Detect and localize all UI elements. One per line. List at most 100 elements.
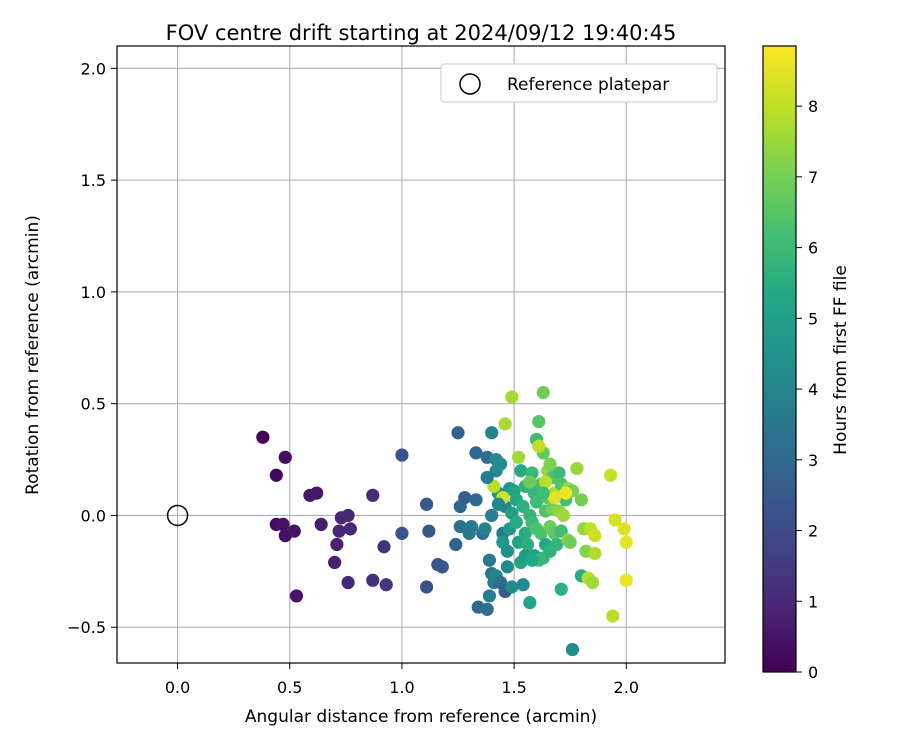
scatter-point [480, 602, 494, 616]
x-tick-label: 0.5 [277, 678, 302, 697]
scatter-point [310, 486, 324, 500]
scatter-point [485, 426, 499, 440]
x-tick-label: 1.0 [389, 678, 414, 697]
scatter-point [435, 560, 449, 574]
scatter-point [469, 493, 483, 507]
scatter-point [520, 537, 535, 552]
scatter-point [536, 385, 550, 400]
legend-box [440, 63, 718, 103]
colorbar-tick-label: 8 [808, 97, 818, 116]
colorbar-tick-label: 1 [808, 592, 818, 611]
scatter-point [366, 488, 380, 502]
scatter-point [525, 553, 539, 567]
scatter-point [478, 522, 492, 536]
colorbar-label: Hours from first FF file [831, 265, 851, 455]
scatter-point [395, 448, 409, 462]
scatter-point [523, 475, 537, 489]
colorbar-tick-label: 4 [808, 380, 818, 399]
scatter-point [482, 553, 497, 567]
y-tick-label: 0.5 [81, 395, 106, 414]
scatter-point [574, 493, 589, 507]
scatter-point [505, 580, 519, 594]
scatter-point [289, 589, 304, 603]
scatter-point [422, 524, 436, 538]
scatter-point [377, 540, 391, 554]
scatter-point [608, 513, 622, 527]
scatter-point [529, 522, 544, 536]
scatter-point [500, 544, 514, 558]
y-tick-label: 1.0 [81, 283, 106, 302]
scatter-point [586, 575, 600, 590]
scatter-point [523, 596, 537, 610]
scatter-point [482, 589, 497, 603]
colorbar-ticks: 0 1 2 3 4 5 6 7 8 [796, 97, 818, 682]
scatter-point [494, 457, 508, 471]
scatter-point [514, 464, 528, 478]
colorbar [762, 45, 797, 673]
scatter-point [588, 528, 602, 543]
scatter-point [451, 426, 465, 440]
scatter-point [485, 508, 499, 523]
scatter-point [366, 573, 380, 587]
scatter-point [570, 461, 584, 476]
scatter-point [500, 560, 514, 574]
scatter-point [330, 537, 344, 552]
scatter-point [487, 479, 501, 493]
scatter-point [563, 535, 577, 549]
y-tick-label: 0.0 [81, 506, 106, 525]
colorbar-tick-label: 2 [808, 522, 818, 541]
scatter-point [420, 497, 434, 511]
data-points [256, 385, 633, 657]
scatter-point [538, 475, 553, 489]
scatter-point [491, 497, 506, 511]
scatter-point [619, 573, 633, 587]
scatter-point [554, 524, 568, 538]
legend-marker [459, 73, 481, 95]
reference-platepar-marker [166, 504, 189, 527]
scatter-point [529, 495, 544, 509]
scatter-point [341, 508, 355, 523]
scatter-point [603, 468, 618, 482]
y-tick-label: 1.5 [81, 171, 106, 190]
scatter-point [509, 515, 523, 529]
scatter-point [420, 580, 434, 594]
colorbar-tick-label: 5 [808, 309, 818, 328]
scatter-point [341, 575, 355, 590]
scatter-point [511, 450, 526, 464]
scatter-point [532, 414, 546, 429]
colorbar-tick-label: 7 [808, 168, 818, 187]
x-axis-label: Angular distance from reference (arcmin) [245, 707, 597, 727]
x-tick-label: 2.0 [614, 678, 639, 697]
scatter-point [314, 517, 328, 531]
scatter-point [449, 537, 463, 552]
scatter-point [552, 466, 566, 480]
scatter-point [543, 457, 557, 471]
scatter-point [269, 468, 283, 482]
scatter-point [547, 490, 562, 505]
grid-lines [117, 46, 725, 663]
x-axis-ticks: 0.0 0.5 1.0 1.5 2.0 [165, 663, 639, 697]
scatter-point [332, 524, 346, 538]
scatter-point [518, 526, 532, 540]
legend: Reference platepar [440, 63, 718, 103]
y-tick-label: −0.5 [67, 618, 106, 637]
scatter-point [287, 524, 301, 538]
scatter-point [536, 486, 550, 500]
scatter-point [606, 609, 620, 623]
scatter-point [565, 642, 580, 657]
scatter-point [328, 555, 342, 570]
scatter-point [505, 390, 519, 404]
scatter-point [554, 582, 568, 596]
scatter-point [379, 578, 393, 592]
scatter-point [453, 520, 467, 534]
scatter-point [469, 446, 483, 460]
y-axis-ticks: −0.5 0.0 0.5 1.0 1.5 2.0 [67, 59, 117, 637]
scatter-point [458, 490, 472, 505]
plot-frame [116, 45, 726, 664]
scatter-point [516, 499, 530, 514]
scatter-point [619, 535, 633, 549]
scatter-point [395, 526, 409, 540]
scatter-point [498, 417, 512, 431]
scatter-point [256, 430, 270, 444]
